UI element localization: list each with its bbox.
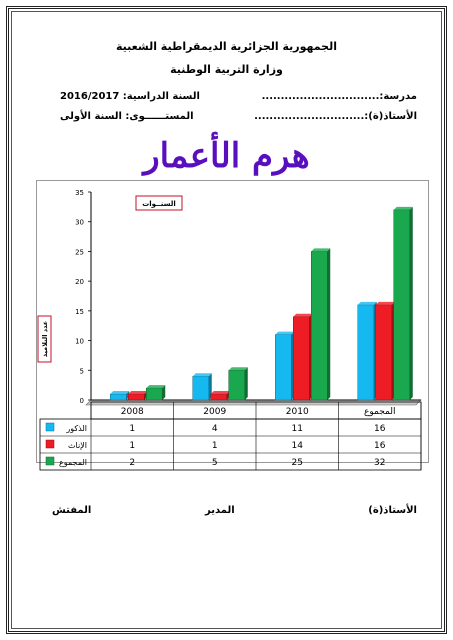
data-value-cell: 4 [212, 424, 218, 434]
y-axis-title: عدد التلاميذ [41, 321, 49, 357]
y-tick-label: 5 [80, 367, 84, 375]
bar-top [357, 301, 377, 305]
data-value-cell: 1 [129, 441, 135, 451]
x-tick-label: المجموع [364, 407, 395, 417]
page-title: هرم الأعمار [143, 136, 310, 176]
bar-top [393, 206, 413, 210]
school-year: السنة الدراسية: 2016/2017 [60, 91, 200, 102]
inspector-signature-label: المفتش [52, 505, 92, 516]
data-value-cell: 2 [129, 458, 135, 468]
bar-side [126, 391, 130, 400]
y-tick-label: 25 [75, 248, 84, 256]
legend-label: الذكور [65, 424, 87, 433]
legend-label: المجموع [59, 458, 87, 467]
data-value-cell: 25 [292, 458, 303, 468]
bar-top [275, 331, 295, 335]
data-value-cell: 5 [212, 458, 218, 468]
bar-top [228, 367, 248, 371]
bar-الإناث [210, 393, 227, 401]
x-tick-label: 2008 [121, 407, 144, 417]
bar-المجموع [146, 387, 163, 401]
data-value-cell: 1 [212, 441, 218, 451]
x-tick-label: 2009 [203, 407, 226, 417]
bar-top [146, 385, 166, 389]
x-axis-title-box [135, 195, 183, 211]
bar-side [327, 248, 331, 400]
bar-الإناث [293, 316, 310, 401]
chart-floor [85, 399, 422, 406]
page-inner-border [11, 11, 442, 629]
bar-المجموع [311, 251, 328, 401]
bar-الإناث [375, 304, 392, 401]
bar-top [110, 391, 130, 395]
bar-الذكور [357, 304, 374, 401]
data-value-cell: 11 [292, 424, 303, 434]
ministry-heading: وزارة التربية الوطنية [170, 63, 283, 76]
x-axis-title: السنــوات [142, 200, 176, 208]
y-tick-label: 0 [80, 397, 84, 405]
page-border [6, 6, 447, 634]
y-tick-label: 30 [75, 219, 84, 227]
legend-swatch [45, 439, 55, 449]
data-value-cell: 16 [374, 441, 386, 451]
bar-top [128, 391, 148, 395]
republic-heading: الجمهورية الجزائرية الديمقراطية الشعبية [116, 40, 337, 53]
bar-side [208, 373, 212, 400]
school-field: مدرسة:............................... [261, 91, 417, 102]
bar-المجموع [393, 209, 410, 401]
data-value-cell: 32 [374, 458, 385, 468]
y-tick-label: 35 [75, 189, 84, 197]
data-value-cell: 1 [129, 424, 135, 434]
legend-swatch [45, 422, 55, 432]
bar-top [375, 301, 395, 305]
bar-top [210, 391, 230, 395]
bar-top [311, 248, 331, 252]
y-tick-label: 15 [75, 308, 84, 316]
bar-الذكور [110, 393, 127, 401]
chart-border [36, 180, 429, 463]
bar-الذكور [192, 375, 209, 401]
teacher-field: الأستاذ(ة):............................. [254, 111, 417, 122]
bar-الإناث [128, 393, 145, 401]
data-value-cell: 14 [292, 441, 304, 451]
bar-المجموع [228, 370, 245, 401]
legend-swatch [45, 456, 55, 466]
legend-label: الإناث [68, 441, 87, 451]
bar-side [244, 367, 248, 400]
level-field: المستــــــوى: السنة الأولى [60, 111, 194, 122]
x-tick-label: 2010 [286, 407, 309, 417]
bar-top [293, 313, 313, 317]
bar-side [409, 206, 413, 400]
teacher-signature-label: الأستاذ(ة) [368, 505, 417, 516]
bar-الذكور [275, 334, 292, 401]
bar-side [162, 385, 166, 400]
data-value-cell: 16 [374, 424, 386, 434]
y-tick-label: 10 [75, 338, 84, 346]
bar-top [192, 373, 212, 377]
director-signature-label: المدير [205, 505, 235, 516]
y-axis-title-box [37, 315, 52, 363]
y-tick-label: 20 [75, 278, 84, 286]
